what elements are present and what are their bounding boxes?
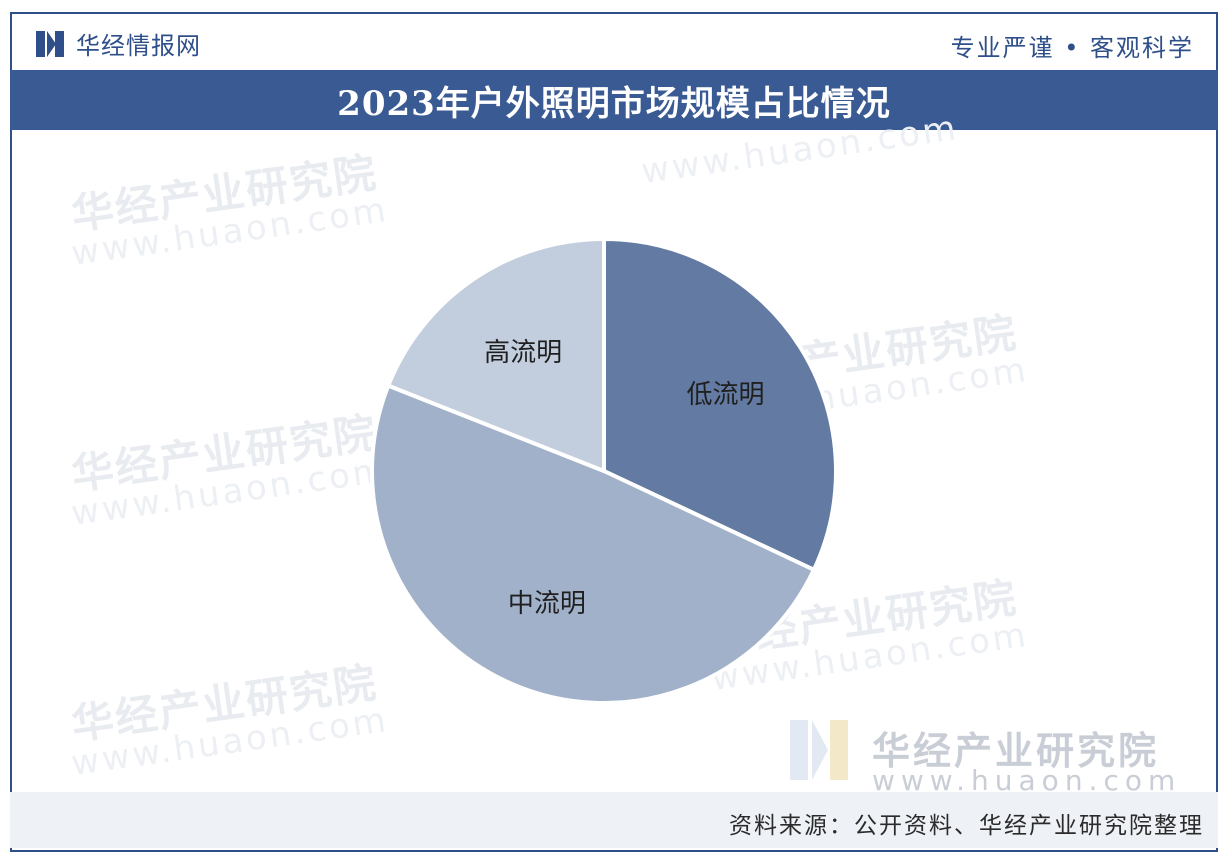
slice-label: 低流明	[686, 380, 764, 410]
brand-logo-icon	[36, 30, 66, 57]
chart-title: 2023年户外照明市场规模占比情况	[337, 83, 891, 124]
watermark-logo-icon	[790, 720, 850, 780]
slogan: 专业严谨 • 客观科学	[950, 34, 1194, 62]
pie-slice	[370, 382, 817, 705]
watermark-brand: 华经产业研究院	[872, 729, 1160, 773]
brand: 华经情报网	[36, 26, 201, 61]
chart-frame	[10, 12, 1218, 852]
source-note: 资料来源：公开资料、华经产业研究院整理	[729, 813, 1204, 839]
source-band	[10, 792, 1218, 848]
slice-label: 中流明	[508, 589, 586, 619]
title-band: 2023年户外照明市场规模占比情况	[10, 70, 1218, 130]
brand-name: 华经情报网	[76, 32, 201, 60]
slice-label: 高流明	[484, 338, 562, 368]
pie-slice	[385, 236, 606, 474]
pie-slice	[602, 236, 838, 573]
top-bar: 华经情报网 专业严谨 • 客观科学	[10, 12, 1218, 70]
watermark-site: www.huaon.com	[872, 764, 1182, 797]
